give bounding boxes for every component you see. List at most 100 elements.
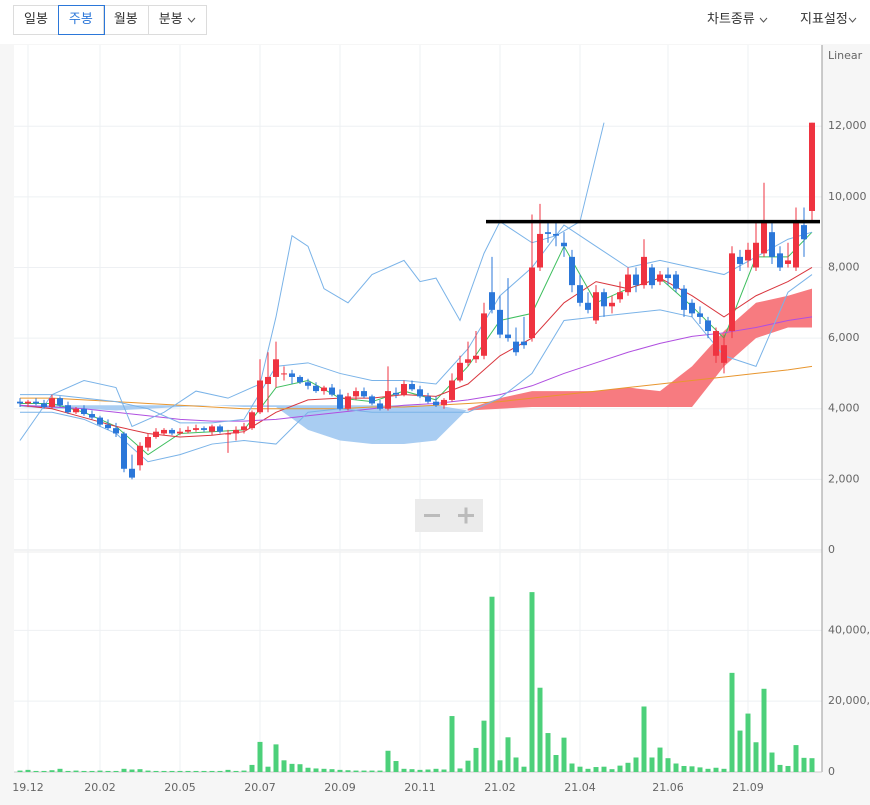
candle-body (105, 424, 111, 429)
candle-body (73, 408, 79, 413)
cloud-segment (404, 405, 436, 445)
volume-bar (57, 768, 63, 772)
cloud-segment (212, 405, 244, 407)
volume-bar (561, 737, 567, 772)
volume-bar (673, 763, 679, 772)
candle-body (161, 429, 167, 434)
period-button[interactable]: 주봉 (57, 5, 105, 35)
candle-body (409, 384, 415, 390)
volume-bar (393, 761, 399, 772)
candle-body (745, 249, 751, 261)
candle-body (761, 221, 767, 254)
zoom-in-button[interactable] (449, 499, 483, 532)
chart-type-menu[interactable]: 차트종류 (707, 8, 768, 27)
candle-body (601, 292, 607, 307)
x-tick-label: 20.07 (244, 781, 276, 794)
y-tick-label: 6,000 (828, 331, 860, 344)
volume-bar (209, 770, 215, 772)
cloud-segment (436, 405, 468, 441)
candle-body (609, 302, 615, 307)
volume-bar (145, 770, 151, 772)
chevron (848, 17, 857, 23)
volume-bar (513, 757, 519, 772)
volume-bar (641, 706, 647, 772)
cloud-segment (756, 295, 788, 339)
candle-body (177, 431, 183, 434)
volume-bar (49, 770, 55, 772)
candle-body (433, 401, 439, 406)
candle-body (449, 380, 455, 400)
x-tick-label: 20.09 (324, 781, 356, 794)
candle-body (689, 302, 695, 314)
volume-bar (745, 713, 751, 772)
volume-bar (569, 763, 575, 772)
candle-body (265, 376, 271, 385)
candle-body (481, 313, 487, 356)
candle-body (593, 292, 599, 321)
x-tick-label: 19.12 (12, 781, 44, 794)
volume-bar (329, 769, 335, 772)
candle-body (241, 426, 247, 430)
volume-bar (761, 688, 767, 772)
volume-bar (73, 770, 79, 772)
volume-bar (81, 770, 87, 772)
volume-bar (17, 770, 23, 772)
volume-bar (41, 770, 47, 772)
candle-body (377, 403, 383, 409)
volume-bar (537, 687, 543, 772)
y-tick-label: 8,000 (828, 260, 860, 273)
volume-bar (681, 765, 687, 772)
volume-bar (505, 737, 511, 772)
candle-body (25, 401, 31, 404)
volume-bar (257, 741, 263, 772)
volume-bar (25, 769, 31, 772)
cloud-segment (628, 387, 660, 407)
zoom-out-button[interactable] (415, 499, 449, 532)
candle-body (361, 391, 367, 397)
x-tick-label: 21.02 (484, 781, 516, 794)
volume-bar (65, 770, 71, 772)
cloud-segment (564, 391, 596, 407)
candle-body (217, 426, 223, 432)
period-button[interactable]: 일봉 (14, 6, 59, 34)
candle-body (185, 429, 191, 432)
y-tick-label: 12,000 (828, 119, 867, 132)
candle-body (425, 396, 431, 402)
volume-bar (481, 720, 487, 772)
y-tick-label: 0 (828, 765, 835, 778)
candle-body (665, 274, 671, 279)
candle-body (249, 412, 255, 429)
candle-body (713, 331, 719, 356)
indicator-menu[interactable]: 지표설정 (800, 8, 857, 27)
volume-bar (753, 742, 759, 772)
candle-body (81, 408, 87, 415)
volume-bar (633, 757, 639, 772)
volume-bar (89, 770, 95, 772)
candle-body (129, 468, 135, 478)
candle-body (121, 433, 127, 469)
candle-body (617, 292, 623, 300)
candle-body (577, 285, 583, 303)
candle-body (297, 376, 303, 383)
volume-bar (617, 765, 623, 772)
candle-body (49, 398, 55, 407)
candle-body (97, 417, 103, 425)
volume-bar (153, 770, 159, 772)
volume-bar (529, 592, 535, 772)
volume-bar (225, 769, 231, 772)
y-tick-label: 40,000,000 (828, 623, 870, 636)
period-button[interactable]: 분봉 (149, 6, 206, 34)
candle-body (473, 355, 479, 360)
period-button[interactable]: 월봉 (104, 6, 149, 34)
candle-body (41, 403, 47, 407)
candle-body (697, 313, 703, 317)
candle-body (153, 431, 159, 437)
candle-body (801, 225, 807, 240)
candle-body (737, 256, 743, 264)
volume-bar (721, 768, 727, 772)
candle-body (273, 359, 279, 377)
cloud-segment (724, 302, 756, 367)
candle-body (521, 341, 527, 346)
x-tick-label: 21.06 (652, 781, 684, 794)
